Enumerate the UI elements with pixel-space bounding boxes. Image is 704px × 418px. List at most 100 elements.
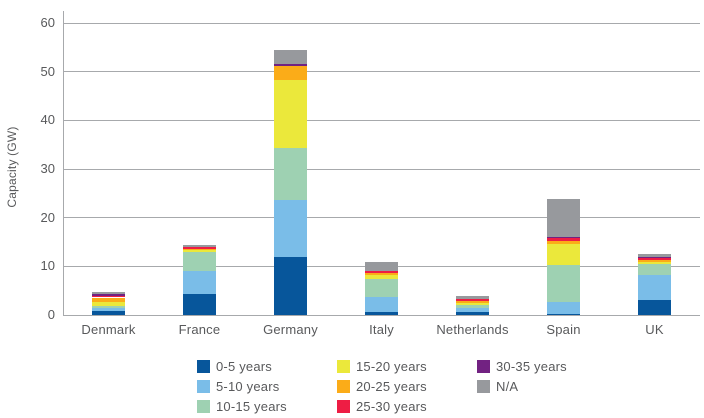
bar-segment-netherlands-n/a — [456, 296, 489, 299]
bar-segment-spain-25-30-years — [547, 237, 580, 242]
bar-segment-italy-5-10-years — [365, 296, 398, 312]
bar-slot-spain — [518, 23, 609, 315]
bar-spain — [547, 23, 580, 315]
bar-france — [183, 23, 216, 315]
bar-slot-denmark — [63, 23, 154, 315]
legend-item-5-10-years: 5-10 years — [197, 379, 337, 394]
legend-label: 15-20 years — [356, 358, 427, 374]
gridline-60 — [63, 22, 700, 24]
bar-segment-italy-25-30-years — [365, 271, 398, 274]
bar-segment-germany-5-10-years — [274, 200, 307, 258]
bar-segment-denmark-n/a — [92, 292, 125, 295]
legend-label: 25-30 years — [356, 398, 427, 414]
bar-segment-denmark-30-35-years — [92, 294, 125, 296]
bar-segment-denmark-25-30-years — [92, 295, 125, 298]
legend-swatch-icon — [337, 379, 350, 393]
bar-segment-denmark-5-10-years — [92, 307, 125, 312]
bar-segment-france-25-30-years — [183, 247, 216, 250]
x-label-spain: Spain — [546, 322, 581, 337]
bar-segment-germany-30-35-years — [274, 64, 307, 66]
x-label-netherlands: Netherlands — [436, 322, 509, 337]
bar-italy — [365, 23, 398, 315]
bar-segment-germany-n/a — [274, 49, 307, 65]
legend-label: 20-25 years — [356, 378, 427, 394]
y-tick-label-50: 50 — [40, 63, 55, 79]
bar-slot-france — [154, 23, 245, 315]
legend-item-n/a: N/A — [477, 379, 617, 394]
bar-segment-france-5-10-years — [183, 271, 216, 294]
bar-segment-germany-20-25-years — [274, 66, 307, 81]
legend-item-15-20-years: 15-20 years — [337, 359, 477, 374]
bar-segment-spain-15-20-years — [547, 244, 580, 266]
y-tick-label-20: 20 — [40, 209, 55, 225]
bar-segment-denmark-10-15-years — [92, 305, 125, 308]
bar-segment-netherlands-10-15-years — [456, 305, 489, 308]
bar-segment-spain-0-5-years — [547, 313, 580, 315]
bar-germany — [274, 23, 307, 315]
legend-item-25-30-years: 25-30 years — [337, 399, 477, 414]
x-label-denmark: Denmark — [81, 322, 136, 337]
legend-swatch-icon — [477, 379, 490, 393]
bar-segment-netherlands-20-25-years — [456, 300, 489, 303]
y-tick-label-30: 30 — [40, 161, 55, 176]
bar-segment-denmark-0-5-years — [92, 311, 125, 315]
bar-segment-france-10-15-years — [183, 251, 216, 272]
legend-label: 10-15 years — [216, 398, 287, 414]
bar-segment-uk-n/a — [638, 254, 671, 258]
bar-segment-uk-10-15-years — [638, 264, 671, 275]
bar-segment-italy-n/a — [365, 262, 398, 271]
legend-label: 30-35 years — [496, 358, 567, 374]
x-label-uk: UK — [645, 322, 664, 337]
bar-slot-netherlands — [427, 23, 518, 315]
bar-segment-uk-20-25-years — [638, 260, 671, 262]
bar-segment-netherlands-5-10-years — [456, 307, 489, 313]
bar-segment-germany-0-5-years — [274, 257, 307, 315]
bar-segment-netherlands-15-20-years — [456, 302, 489, 306]
bar-segment-italy-20-25-years — [365, 273, 398, 275]
gridline-30 — [63, 168, 700, 170]
legend-swatch-icon — [197, 379, 210, 393]
y-tick-label-0: 0 — [47, 307, 55, 322]
legend-swatch-icon — [337, 359, 350, 373]
bar-segment-uk-5-10-years — [638, 274, 671, 301]
bar-slot-italy — [336, 23, 427, 315]
y-tick-label-10: 10 — [40, 258, 55, 274]
gridline-50 — [63, 71, 700, 73]
bar-segment-uk-25-30-years — [638, 257, 671, 261]
bar-segment-italy-15-20-years — [365, 274, 398, 279]
bar-segment-uk-0-5-years — [638, 300, 671, 315]
bar-segment-spain-n/a — [547, 198, 580, 238]
legend-label: 5-10 years — [216, 378, 280, 394]
bar-segment-netherlands-25-30-years — [456, 298, 489, 301]
bar-uk — [638, 23, 671, 315]
gridline-40 — [63, 119, 700, 121]
bar-slot-uk — [609, 23, 700, 315]
x-label-france: France — [178, 322, 221, 337]
bar-segment-germany-15-20-years — [274, 80, 307, 148]
y-axis-line — [63, 11, 64, 315]
bar-segment-france-0-5-years — [183, 293, 216, 315]
bar-segment-denmark-20-25-years — [92, 297, 125, 302]
legend-swatch-icon — [337, 399, 350, 413]
legend-swatch-icon — [197, 359, 210, 373]
bar-denmark — [92, 23, 125, 315]
gridline-20 — [63, 217, 700, 219]
legend: 0-5 years 5-10 years 10-15 years 15-20 year… — [197, 356, 617, 416]
x-label-germany: Germany — [263, 322, 318, 337]
bar-segment-germany-25-30-years — [274, 65, 307, 67]
bar-segment-france-n/a — [183, 244, 216, 248]
legend-swatch-icon — [477, 359, 490, 373]
plot-area — [63, 22, 700, 316]
bar-segment-spain-20-25-years — [547, 241, 580, 245]
gridline-0 — [63, 314, 700, 316]
legend-item-0-5-years: 0-5 years — [197, 359, 337, 374]
bar-slot-germany — [245, 23, 336, 315]
bar-segment-italy-0-5-years — [365, 311, 398, 315]
bar-segment-spain-5-10-years — [547, 301, 580, 314]
x-label-italy: Italy — [369, 322, 394, 337]
legend-label: 0-5 years — [216, 358, 272, 374]
legend-item-20-25-years: 20-25 years — [337, 379, 477, 394]
legend-swatch-icon — [197, 399, 210, 413]
y-tick-label-40: 40 — [40, 112, 55, 128]
